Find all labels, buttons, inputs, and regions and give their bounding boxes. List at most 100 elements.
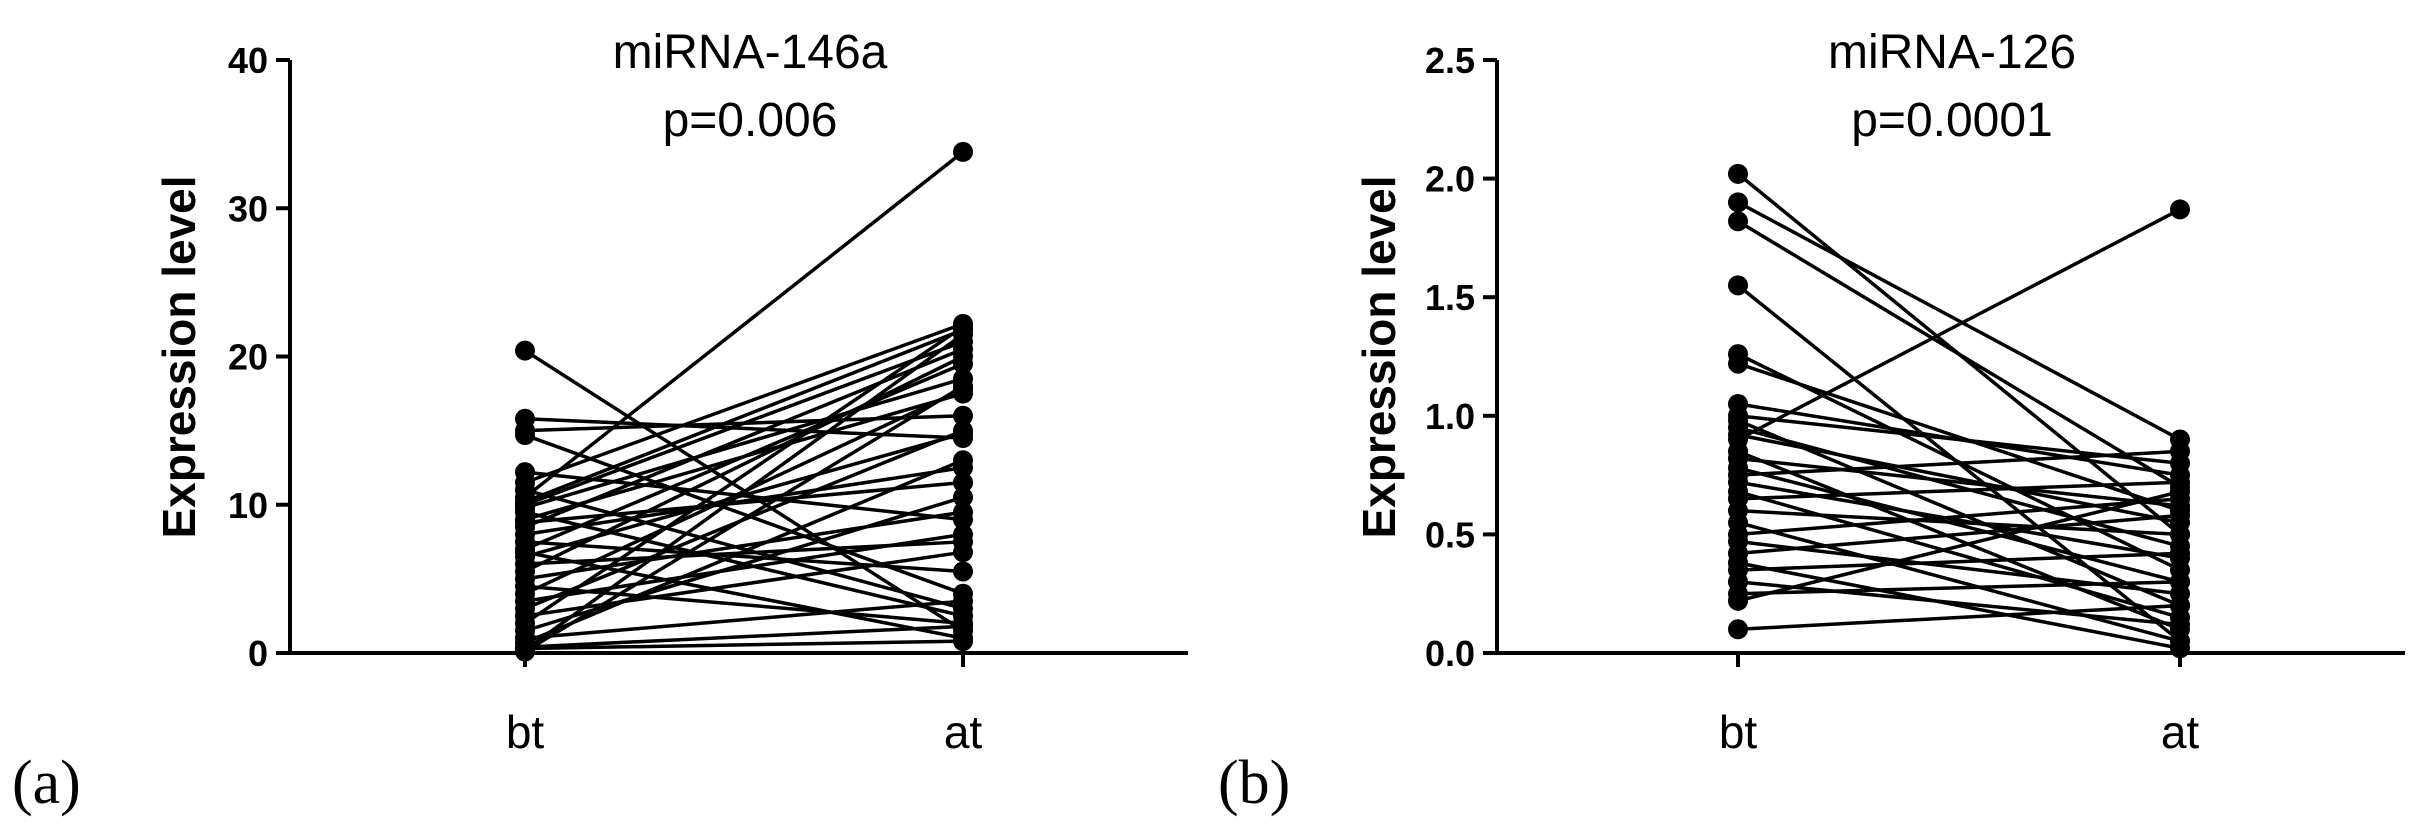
pair-line-26 — [1737, 580, 2181, 627]
pair-line-10 — [1737, 433, 2181, 525]
data-point-at-35 — [953, 631, 973, 652]
data-point-bt-35 — [515, 638, 535, 659]
data-point-at-11 — [2170, 199, 2190, 220]
data-point-at-19 — [2170, 524, 2190, 545]
data-point-bt-3 — [515, 425, 535, 446]
y-tick-label: 2.0 — [1425, 159, 1475, 200]
y-axis-label: Expression level — [153, 175, 205, 538]
pair-line-8 — [524, 328, 964, 504]
pair-line-11 — [1737, 207, 2181, 442]
data-point-at-23 — [2170, 505, 2190, 526]
pair-line-31 — [524, 458, 964, 645]
y-tick-label: 1.0 — [1425, 396, 1475, 437]
pair-line-1 — [1737, 200, 2181, 442]
pair-line-23 — [1737, 513, 2181, 556]
pair-line-16 — [524, 540, 964, 574]
data-point-bt-1 — [1728, 192, 1748, 213]
data-point-at-15 — [2170, 441, 2190, 462]
pair-line-21 — [1737, 497, 2181, 537]
pair-line-17 — [524, 362, 964, 551]
pair-line-25 — [524, 532, 964, 603]
data-point-at-26 — [953, 420, 973, 441]
y-tick-label: 1.5 — [1425, 277, 1475, 318]
pair-line-8 — [1737, 418, 2181, 608]
pair-line-14 — [1737, 466, 2181, 584]
data-point-at-25 — [2170, 543, 2190, 564]
pair-line-17 — [1737, 490, 2181, 620]
y-tick-label: 10 — [228, 485, 268, 526]
y-tick-label: 0 — [248, 633, 268, 674]
data-point-at-7 — [953, 141, 973, 162]
y-tick-label: 0.5 — [1425, 514, 1475, 555]
panel-a-chart: miRNA-146a p=0.006 0 10 20 30 40 bt at Expression… — [153, 26, 1188, 758]
data-point-at-16 — [953, 561, 973, 582]
pair-line-9 — [524, 340, 964, 507]
data-point-bt-5 — [1728, 353, 1748, 374]
chart-subtitle: p=0.0001 — [1851, 94, 2053, 147]
pair-line-28 — [1737, 490, 2181, 603]
pair-line-28 — [524, 325, 964, 625]
data-point-at-13 — [953, 472, 973, 493]
pair-line-27 — [1737, 580, 2181, 596]
panel-b-chart: miRNA-126 p=0.0001 0.0 0.5 1.0 1.5 2.0 2.5 bt at E… — [1353, 26, 2405, 758]
data-point-at-28 — [2170, 481, 2190, 502]
pair-line-15 — [524, 465, 964, 537]
data-point-at-21 — [953, 346, 973, 367]
pair-line-23 — [524, 584, 964, 626]
x-tick-label-bt: bt — [506, 706, 545, 758]
data-point-bt-28 — [1728, 590, 1748, 611]
y-tick-label: 0.0 — [1425, 633, 1475, 674]
data-point-bt-29 — [1728, 619, 1748, 640]
panel-label-b: (b) — [1218, 749, 1291, 817]
pair-line-25 — [1737, 551, 2181, 572]
panel-label-a: (a) — [12, 749, 81, 817]
data-point-bt-0 — [515, 340, 535, 361]
data-point-at-26 — [2170, 614, 2190, 635]
data-point-at-29 — [953, 487, 973, 508]
pair-line-7 — [523, 150, 965, 499]
pair-line-5 — [524, 322, 964, 485]
data-point-at-27 — [2170, 571, 2190, 592]
pair-line-30 — [524, 599, 964, 640]
pair-line-9 — [1737, 425, 2181, 548]
data-point-at-30 — [953, 591, 973, 612]
data-point-bt-0 — [1728, 163, 1748, 184]
data-point-at-2 — [953, 405, 973, 426]
pair-line-14 — [524, 347, 964, 529]
data-point-bt-3 — [1728, 275, 1748, 296]
pair-line-12 — [1737, 449, 2181, 631]
data-point-at-27 — [953, 542, 973, 563]
data-point-bt-2 — [1728, 211, 1748, 232]
pair-line-35 — [524, 639, 964, 651]
pair-line-1 — [524, 417, 964, 440]
pair-line-34 — [524, 384, 964, 654]
x-tick-label-bt: bt — [1719, 706, 1758, 758]
y-tick-label: 20 — [228, 337, 268, 378]
data-point-at-22 — [953, 502, 973, 523]
y-tick-label: 40 — [228, 40, 268, 81]
data-point-at-25 — [953, 524, 973, 545]
pair-line-21 — [524, 354, 964, 574]
pair-line-6 — [524, 488, 964, 611]
pair-line-15 — [1737, 449, 2181, 477]
pair-line-13 — [1737, 456, 2181, 508]
pair-line-2 — [1737, 219, 2181, 489]
chart-title: miRNA-126 — [1828, 26, 2076, 79]
chart-title: miRNA-146a — [613, 26, 888, 79]
pair-line-29 — [1737, 603, 2181, 632]
data-point-at-31 — [953, 450, 973, 471]
y-axis-label: Expression level — [1353, 175, 1405, 538]
data-point-at-33 — [953, 324, 973, 345]
y-tick-label: 30 — [228, 188, 268, 229]
data-point-at-29 — [2170, 595, 2190, 616]
pair-line-18 — [1737, 480, 2181, 501]
y-tick-label: 2.5 — [1425, 40, 1475, 81]
pair-line-19 — [1737, 508, 2181, 537]
pair-line-10 — [524, 377, 964, 510]
data-point-at-32 — [953, 616, 973, 637]
x-tick-label-at: at — [2161, 706, 2200, 758]
pair-line-33 — [523, 332, 965, 652]
data-point-at-24 — [2170, 638, 2190, 659]
x-tick-label-at: at — [944, 706, 983, 758]
